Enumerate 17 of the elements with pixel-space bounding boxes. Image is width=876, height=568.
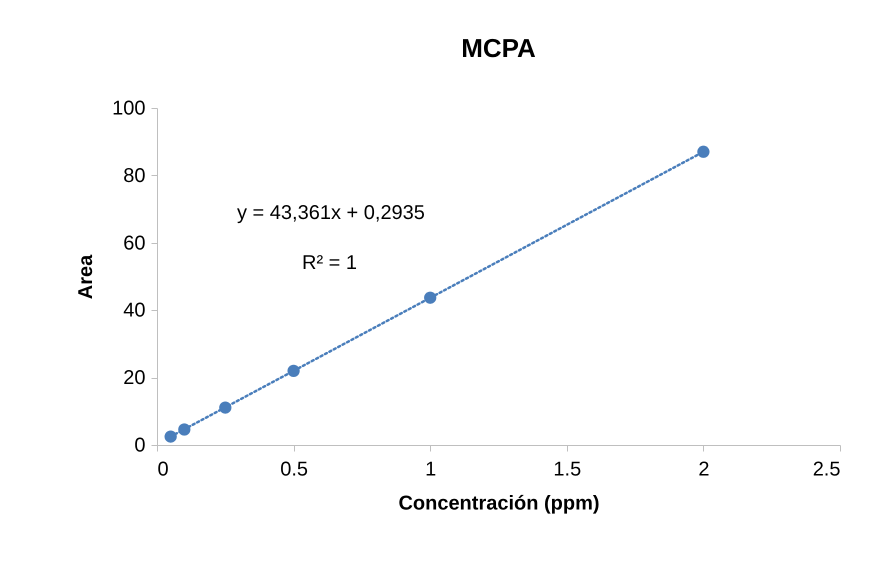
annotation: R² = 1 <box>302 252 358 274</box>
x-tick-label: 2 <box>698 458 710 480</box>
y-tick-label: 40 <box>123 300 146 322</box>
y-tick-label: 100 <box>112 98 146 120</box>
y-tick-label: 60 <box>123 232 146 254</box>
y-axis-title: Area <box>75 254 98 300</box>
x-axis-title: Concentración (ppm) <box>398 492 600 514</box>
x-tick-label: 1 <box>425 458 436 480</box>
y-tick-label: 20 <box>123 367 146 390</box>
x-tick-label: 2.5 <box>812 458 840 480</box>
x-tick-label: 0 <box>158 458 169 480</box>
y-tick-label: 0 <box>134 434 146 456</box>
annotation: y = 43,361x + 0,2935 <box>237 202 425 224</box>
chart-title: MCPA <box>461 33 536 63</box>
x-tick-label: 0.5 <box>280 458 308 480</box>
x-tick-label: 1.5 <box>553 458 582 480</box>
y-tick-label: 80 <box>123 164 146 187</box>
